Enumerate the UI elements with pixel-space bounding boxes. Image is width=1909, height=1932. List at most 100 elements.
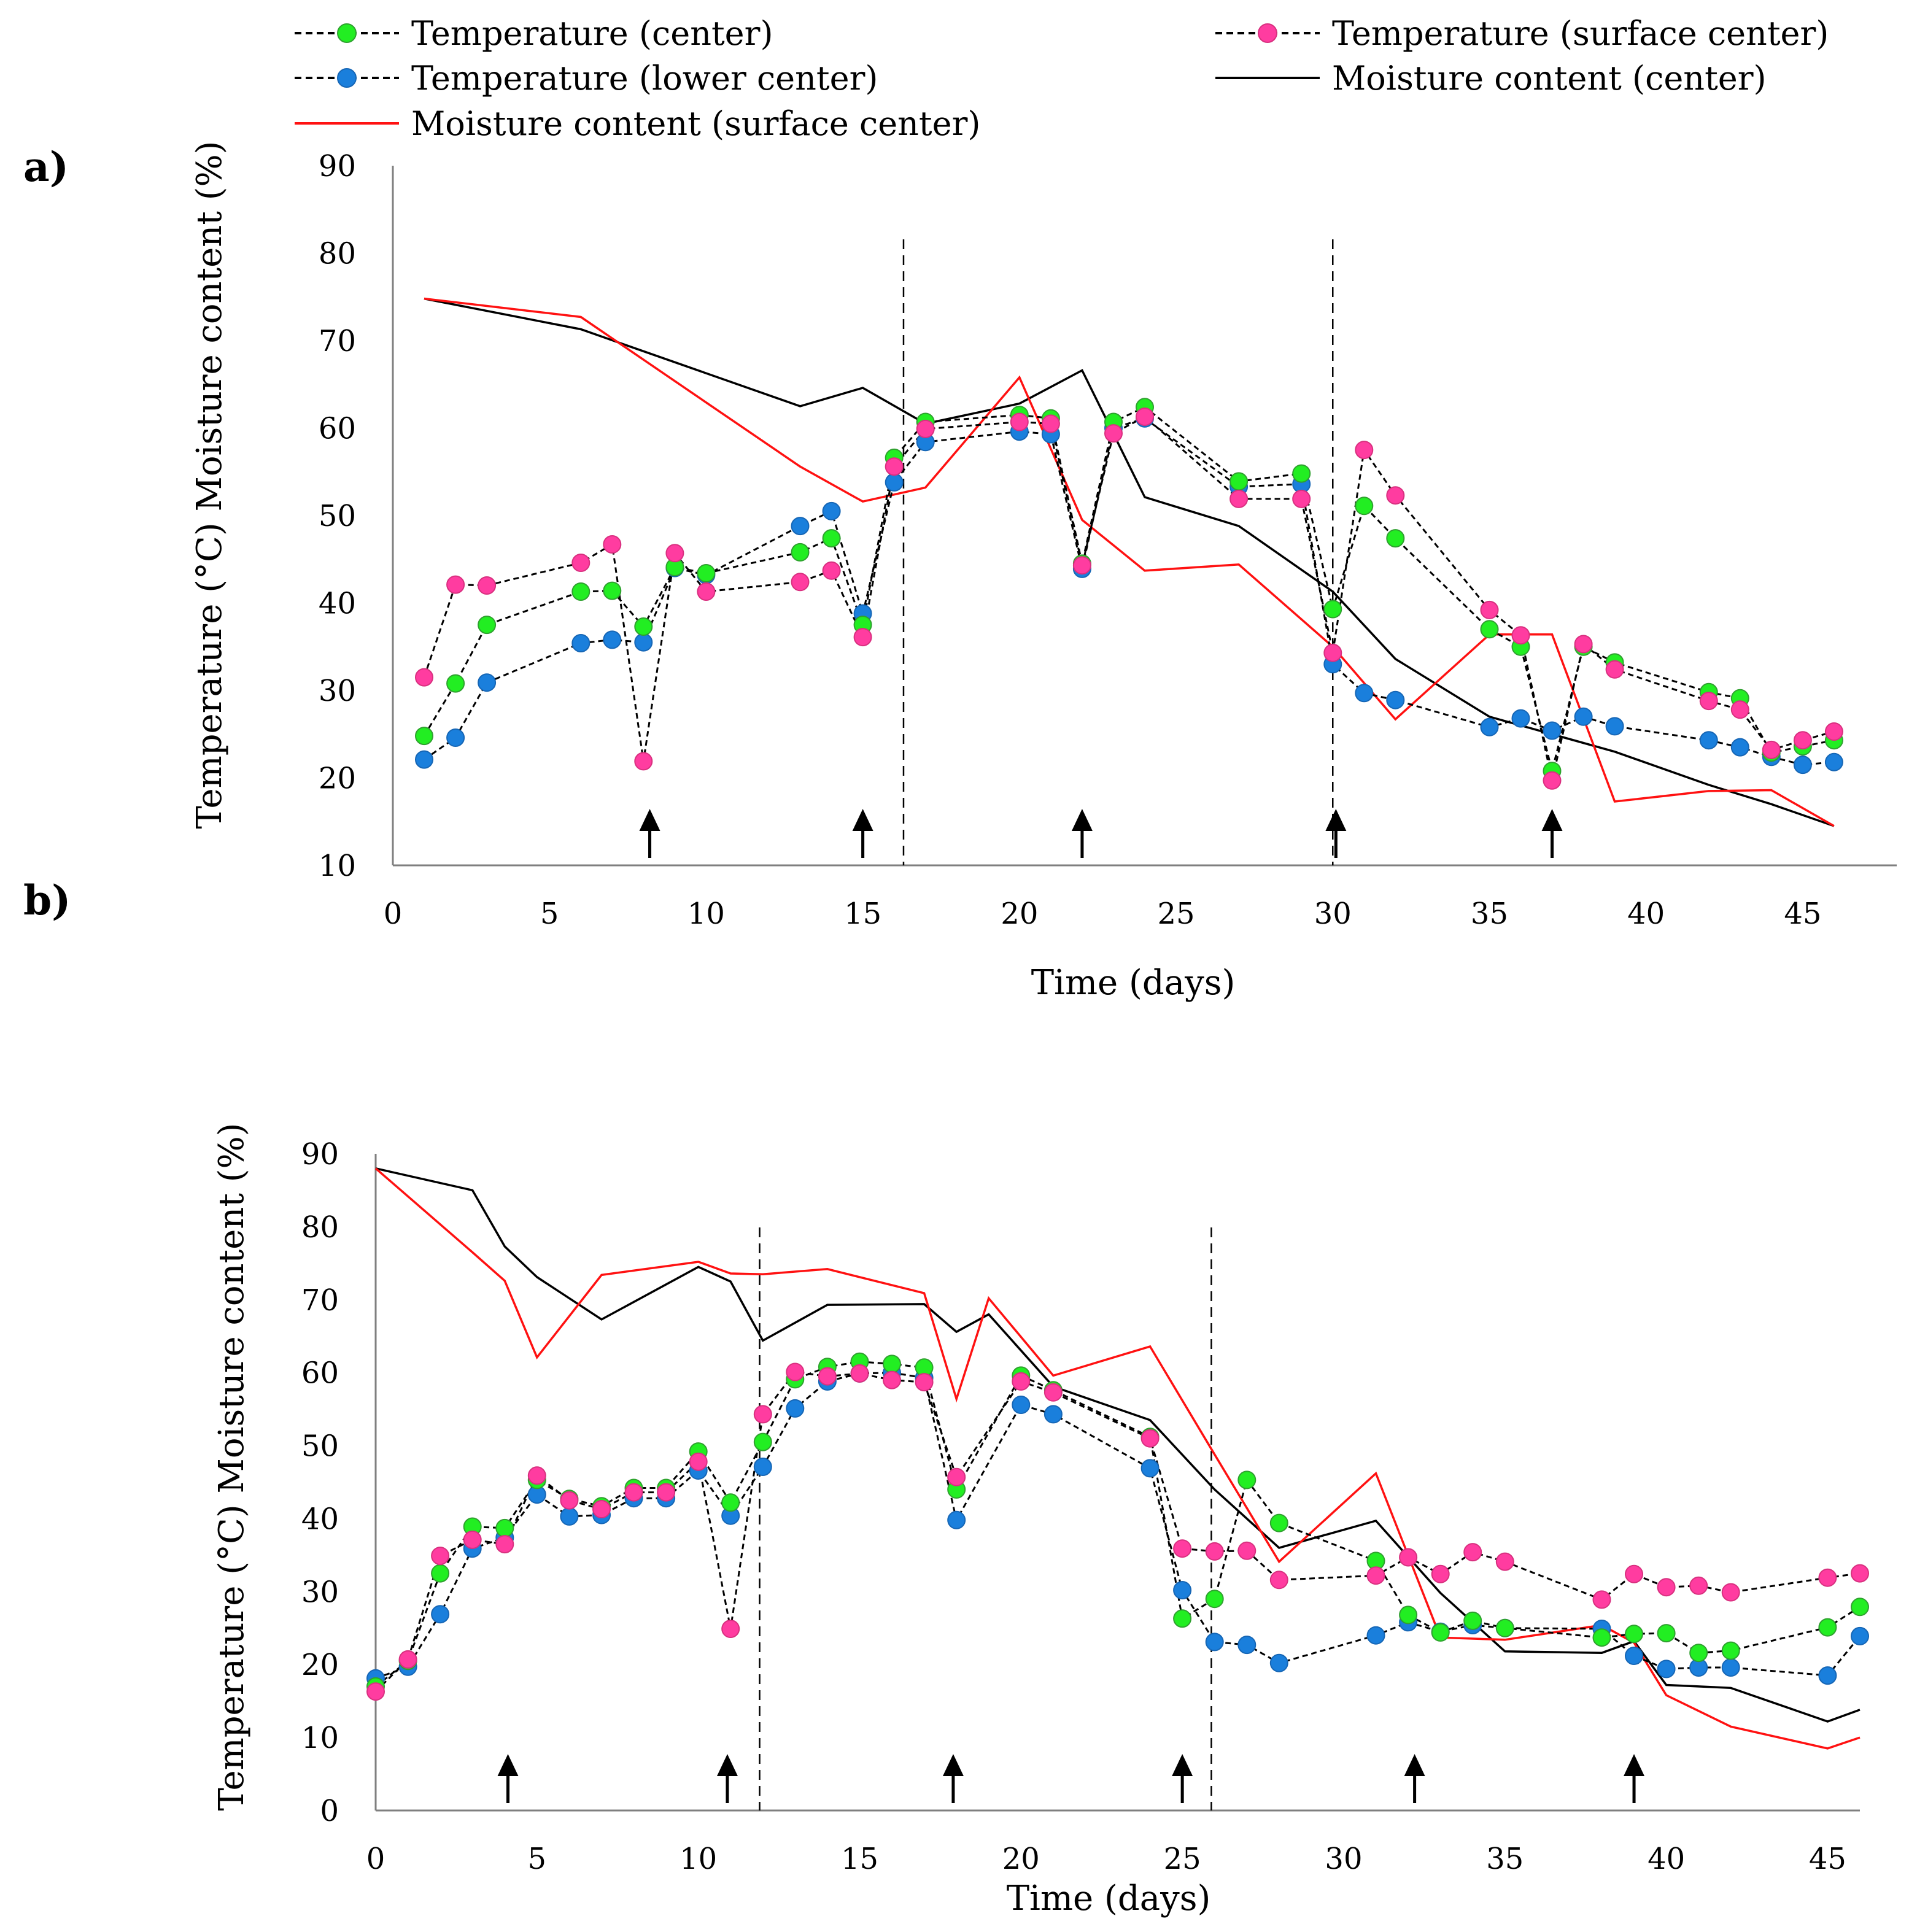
data-point-temperature-surface-center: [1762, 740, 1781, 759]
data-point-temperature-surface-center: [527, 1466, 546, 1485]
data-point-temperature-lower-center: [822, 501, 841, 520]
data-point-temperature-lower-center: [1657, 1660, 1676, 1679]
series-line-temperature-surface-center-a: [423, 415, 1835, 781]
x-tick-label-a: 40: [1627, 897, 1665, 931]
data-point-temperature-surface-center: [1399, 1548, 1418, 1567]
x-tick-label-a: 0: [384, 897, 403, 931]
legend-label-temperature-lower-center: Temperature (lower center): [411, 59, 878, 98]
x-tick-label-b: 25: [1164, 1842, 1201, 1876]
data-point-temperature-lower-center: [786, 1399, 805, 1418]
data-point-temperature-surface-center: [915, 1373, 934, 1392]
data-point-temperature-lower-center: [446, 728, 465, 747]
data-point-temperature-center: [1431, 1623, 1450, 1642]
x-tick-label-b: 10: [680, 1842, 717, 1876]
x-tick-label-a: 35: [1471, 897, 1508, 931]
data-point-temperature-surface-center: [1543, 771, 1562, 790]
data-point-temperature-surface-center: [1824, 722, 1843, 741]
data-point-temperature-center: [1721, 1641, 1740, 1660]
data-point-temperature-surface-center: [446, 575, 465, 594]
data-point-temperature-surface-center: [1173, 1539, 1192, 1558]
legend-entry-temperature-lower-center: Temperature (lower center): [295, 59, 878, 98]
legend-entry-moisture-center: Moisture content (center): [1215, 59, 1767, 98]
turning-arrow-icon: [1541, 809, 1563, 831]
legend-entry-temperature-surface-center: Temperature (surface center): [1215, 14, 1829, 53]
legend-entry-moisture-surface-center: Moisture content (surface center): [295, 104, 980, 143]
legend: Temperature (center) Temperature (surfac…: [295, 14, 1829, 143]
x-tick-label-a: 45: [1784, 897, 1821, 931]
panel-label-a: a): [23, 143, 69, 191]
legend-label-moisture-surface-center: Moisture content (surface center): [411, 104, 980, 143]
turning-arrow-icon: [497, 1754, 519, 1776]
data-point-temperature-surface-center: [885, 457, 904, 476]
turning-arrow-icon: [852, 809, 873, 831]
data-point-temperature-surface-center: [1699, 692, 1718, 711]
data-point-temperature-surface-center: [883, 1370, 901, 1389]
data-point-temperature-center: [721, 1493, 740, 1512]
data-point-temperature-lower-center: [1824, 752, 1843, 771]
panel-label-b: b): [23, 876, 71, 924]
data-point-temperature-surface-center: [1605, 660, 1624, 679]
y-tick-label-a: 20: [319, 762, 356, 796]
series-line-moisture-center-a: [424, 297, 1835, 827]
data-point-temperature-surface-center: [753, 1405, 772, 1424]
data-point-temperature-center: [1205, 1590, 1224, 1609]
data-point-temperature-center: [603, 581, 622, 600]
data-point-temperature-surface-center: [1269, 1571, 1288, 1590]
data-point-temperature-surface-center: [1511, 626, 1530, 645]
x-tick-label-b: 0: [366, 1842, 385, 1876]
turning-arrow-icon: [1624, 1754, 1645, 1776]
data-point-temperature-center: [571, 582, 591, 601]
data-point-temperature-surface-center: [1010, 412, 1029, 431]
data-point-temperature-surface-center: [1818, 1568, 1837, 1587]
data-point-temperature-surface-center: [1574, 635, 1593, 654]
data-point-temperature-lower-center: [478, 673, 497, 692]
data-point-temperature-surface-center: [786, 1362, 805, 1381]
data-point-temperature-lower-center: [1173, 1581, 1192, 1599]
data-point-temperature-lower-center: [1140, 1459, 1160, 1478]
data-point-temperature-center: [1495, 1618, 1514, 1637]
data-point-temperature-surface-center: [850, 1364, 869, 1383]
data-point-temperature-surface-center: [697, 582, 716, 601]
x-tick-label-b: 20: [1002, 1842, 1040, 1876]
data-point-temperature-surface-center: [1730, 700, 1749, 719]
data-point-temperature-surface-center: [1851, 1564, 1869, 1583]
turning-arrow-icon: [1404, 1754, 1425, 1776]
data-point-temperature-center: [495, 1518, 514, 1537]
data-point-temperature-surface-center: [624, 1483, 643, 1502]
y-tick-label-b: 90: [301, 1137, 339, 1172]
data-point-temperature-surface-center: [1237, 1541, 1257, 1560]
y-tick-label-b: 10: [301, 1721, 339, 1755]
data-point-temperature-surface-center: [592, 1500, 611, 1518]
data-point-temperature-lower-center: [1355, 684, 1374, 703]
data-point-temperature-surface-center: [721, 1620, 740, 1638]
data-point-temperature-surface-center: [1592, 1590, 1611, 1609]
x-axis-title-b: Time (days): [1007, 1879, 1211, 1918]
data-point-temperature-center: [753, 1432, 772, 1451]
legend-label-moisture-center: Moisture content (center): [1332, 59, 1767, 98]
data-point-temperature-surface-center: [560, 1491, 579, 1510]
data-point-temperature-surface-center: [1495, 1552, 1514, 1571]
data-point-temperature-center: [1173, 1609, 1192, 1628]
data-point-temperature-center: [822, 529, 841, 548]
data-point-temperature-surface-center: [947, 1467, 966, 1486]
data-point-temperature-lower-center: [1730, 738, 1749, 757]
y-tick-label-b: 30: [301, 1575, 339, 1609]
data-point-temperature-surface-center: [1072, 556, 1091, 575]
legend-marker-temperature-center: [337, 23, 357, 43]
data-point-temperature-center: [1229, 472, 1249, 491]
data-point-temperature-center: [1592, 1628, 1611, 1647]
data-point-temperature-center: [1625, 1625, 1643, 1644]
data-point-temperature-center: [1323, 600, 1342, 619]
turning-arrow-icon: [1172, 1754, 1193, 1776]
x-tick-label-b: 45: [1809, 1842, 1846, 1876]
data-point-temperature-surface-center: [1721, 1583, 1740, 1602]
data-point-temperature-center: [697, 564, 716, 582]
data-point-temperature-surface-center: [463, 1530, 482, 1549]
data-point-temperature-center: [1292, 464, 1311, 483]
data-point-temperature-surface-center: [1625, 1564, 1643, 1583]
chart-panel-b: 0 10 20 30 40 50 60 70 80 90 0 5 10 15 20 25 30 35 40 45: [301, 1137, 1869, 1876]
data-point-temperature-lower-center: [1793, 755, 1812, 775]
y-tick-label-a: 80: [319, 237, 356, 271]
data-point-temperature-lower-center: [1699, 731, 1718, 750]
data-point-temperature-surface-center: [1793, 731, 1812, 750]
